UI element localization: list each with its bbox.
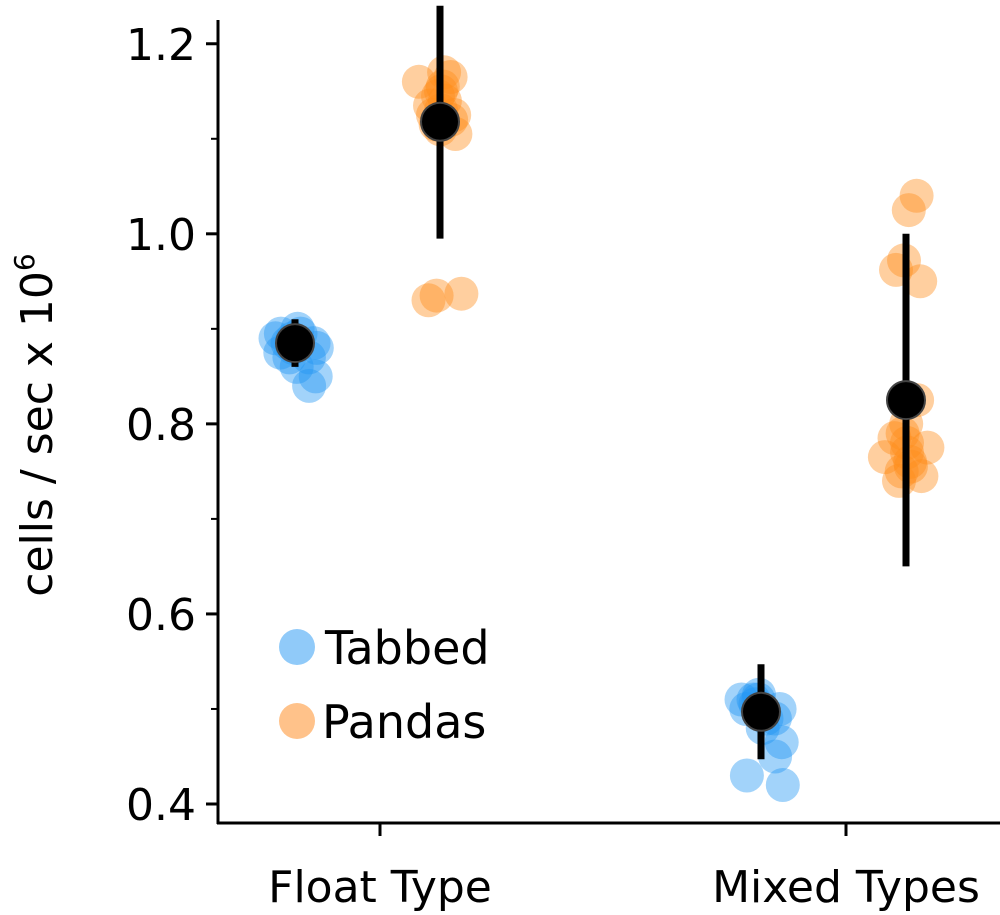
point-pandas-mixed-types [904, 459, 939, 494]
mean-marker-tabbed-mixed-types [741, 691, 781, 732]
y-tick-label: 1.2 [126, 20, 196, 71]
x-tick-label: Mixed Types [712, 862, 980, 913]
summary-layer [275, 5, 926, 760]
y-axis-title-text: cells / sec x 10 [12, 271, 63, 597]
point-pandas-mixed-types [893, 444, 928, 479]
point-tabbed-mixed-types [729, 758, 764, 793]
x-tick-label: Float Type [268, 862, 492, 913]
y-tick-label: 0.8 [126, 400, 196, 451]
axes-layer [216, 20, 1000, 825]
point-pandas-mixed-types [867, 440, 902, 475]
mean-marker-tabbed-float-type [275, 323, 315, 364]
point-pandas-float-type [411, 283, 446, 318]
point-pandas-float-type [444, 276, 479, 311]
legend-label-pandas: Pandas [322, 695, 486, 749]
point-pandas-float-type [427, 55, 462, 90]
point-tabbed-float-type [292, 368, 327, 403]
point-pandas-mixed-types [882, 463, 916, 498]
point-pandas-mixed-types [910, 430, 945, 465]
legend-label-tabbed: Tabbed [324, 621, 490, 675]
points-layer [258, 55, 945, 802]
point-pandas-float-type [419, 278, 454, 313]
point-pandas-mixed-types [884, 454, 919, 489]
mean-marker-pandas-mixed-types [886, 380, 926, 421]
point-pandas-mixed-types [903, 264, 938, 299]
point-tabbed-float-type [298, 359, 333, 394]
point-tabbed-mixed-types [764, 725, 799, 760]
y-tick-label: 0.4 [126, 780, 196, 831]
point-tabbed-mixed-types [758, 739, 793, 774]
point-pandas-mixed-types [893, 449, 928, 484]
mean-marker-pandas-float-type [420, 101, 460, 142]
y-axis-title: cells / sec x 106 [8, 253, 63, 596]
ticks-layer: 0.4 0.6 0.8 1.0 1.2 Float Type Mixed Types [126, 20, 980, 913]
legend-marker-pandas [279, 703, 315, 739]
point-pandas-float-type [401, 64, 436, 99]
y-tick-label: 1.0 [126, 210, 196, 261]
y-axis-title-exponent: 6 [8, 253, 41, 271]
legend: Tabbed Pandas [279, 621, 490, 749]
point-pandas-mixed-types [891, 193, 926, 228]
point-tabbed-mixed-types [765, 768, 800, 802]
point-pandas-mixed-types [899, 178, 934, 213]
legend-marker-tabbed [279, 629, 315, 665]
y-tick-label: 0.6 [126, 590, 196, 641]
